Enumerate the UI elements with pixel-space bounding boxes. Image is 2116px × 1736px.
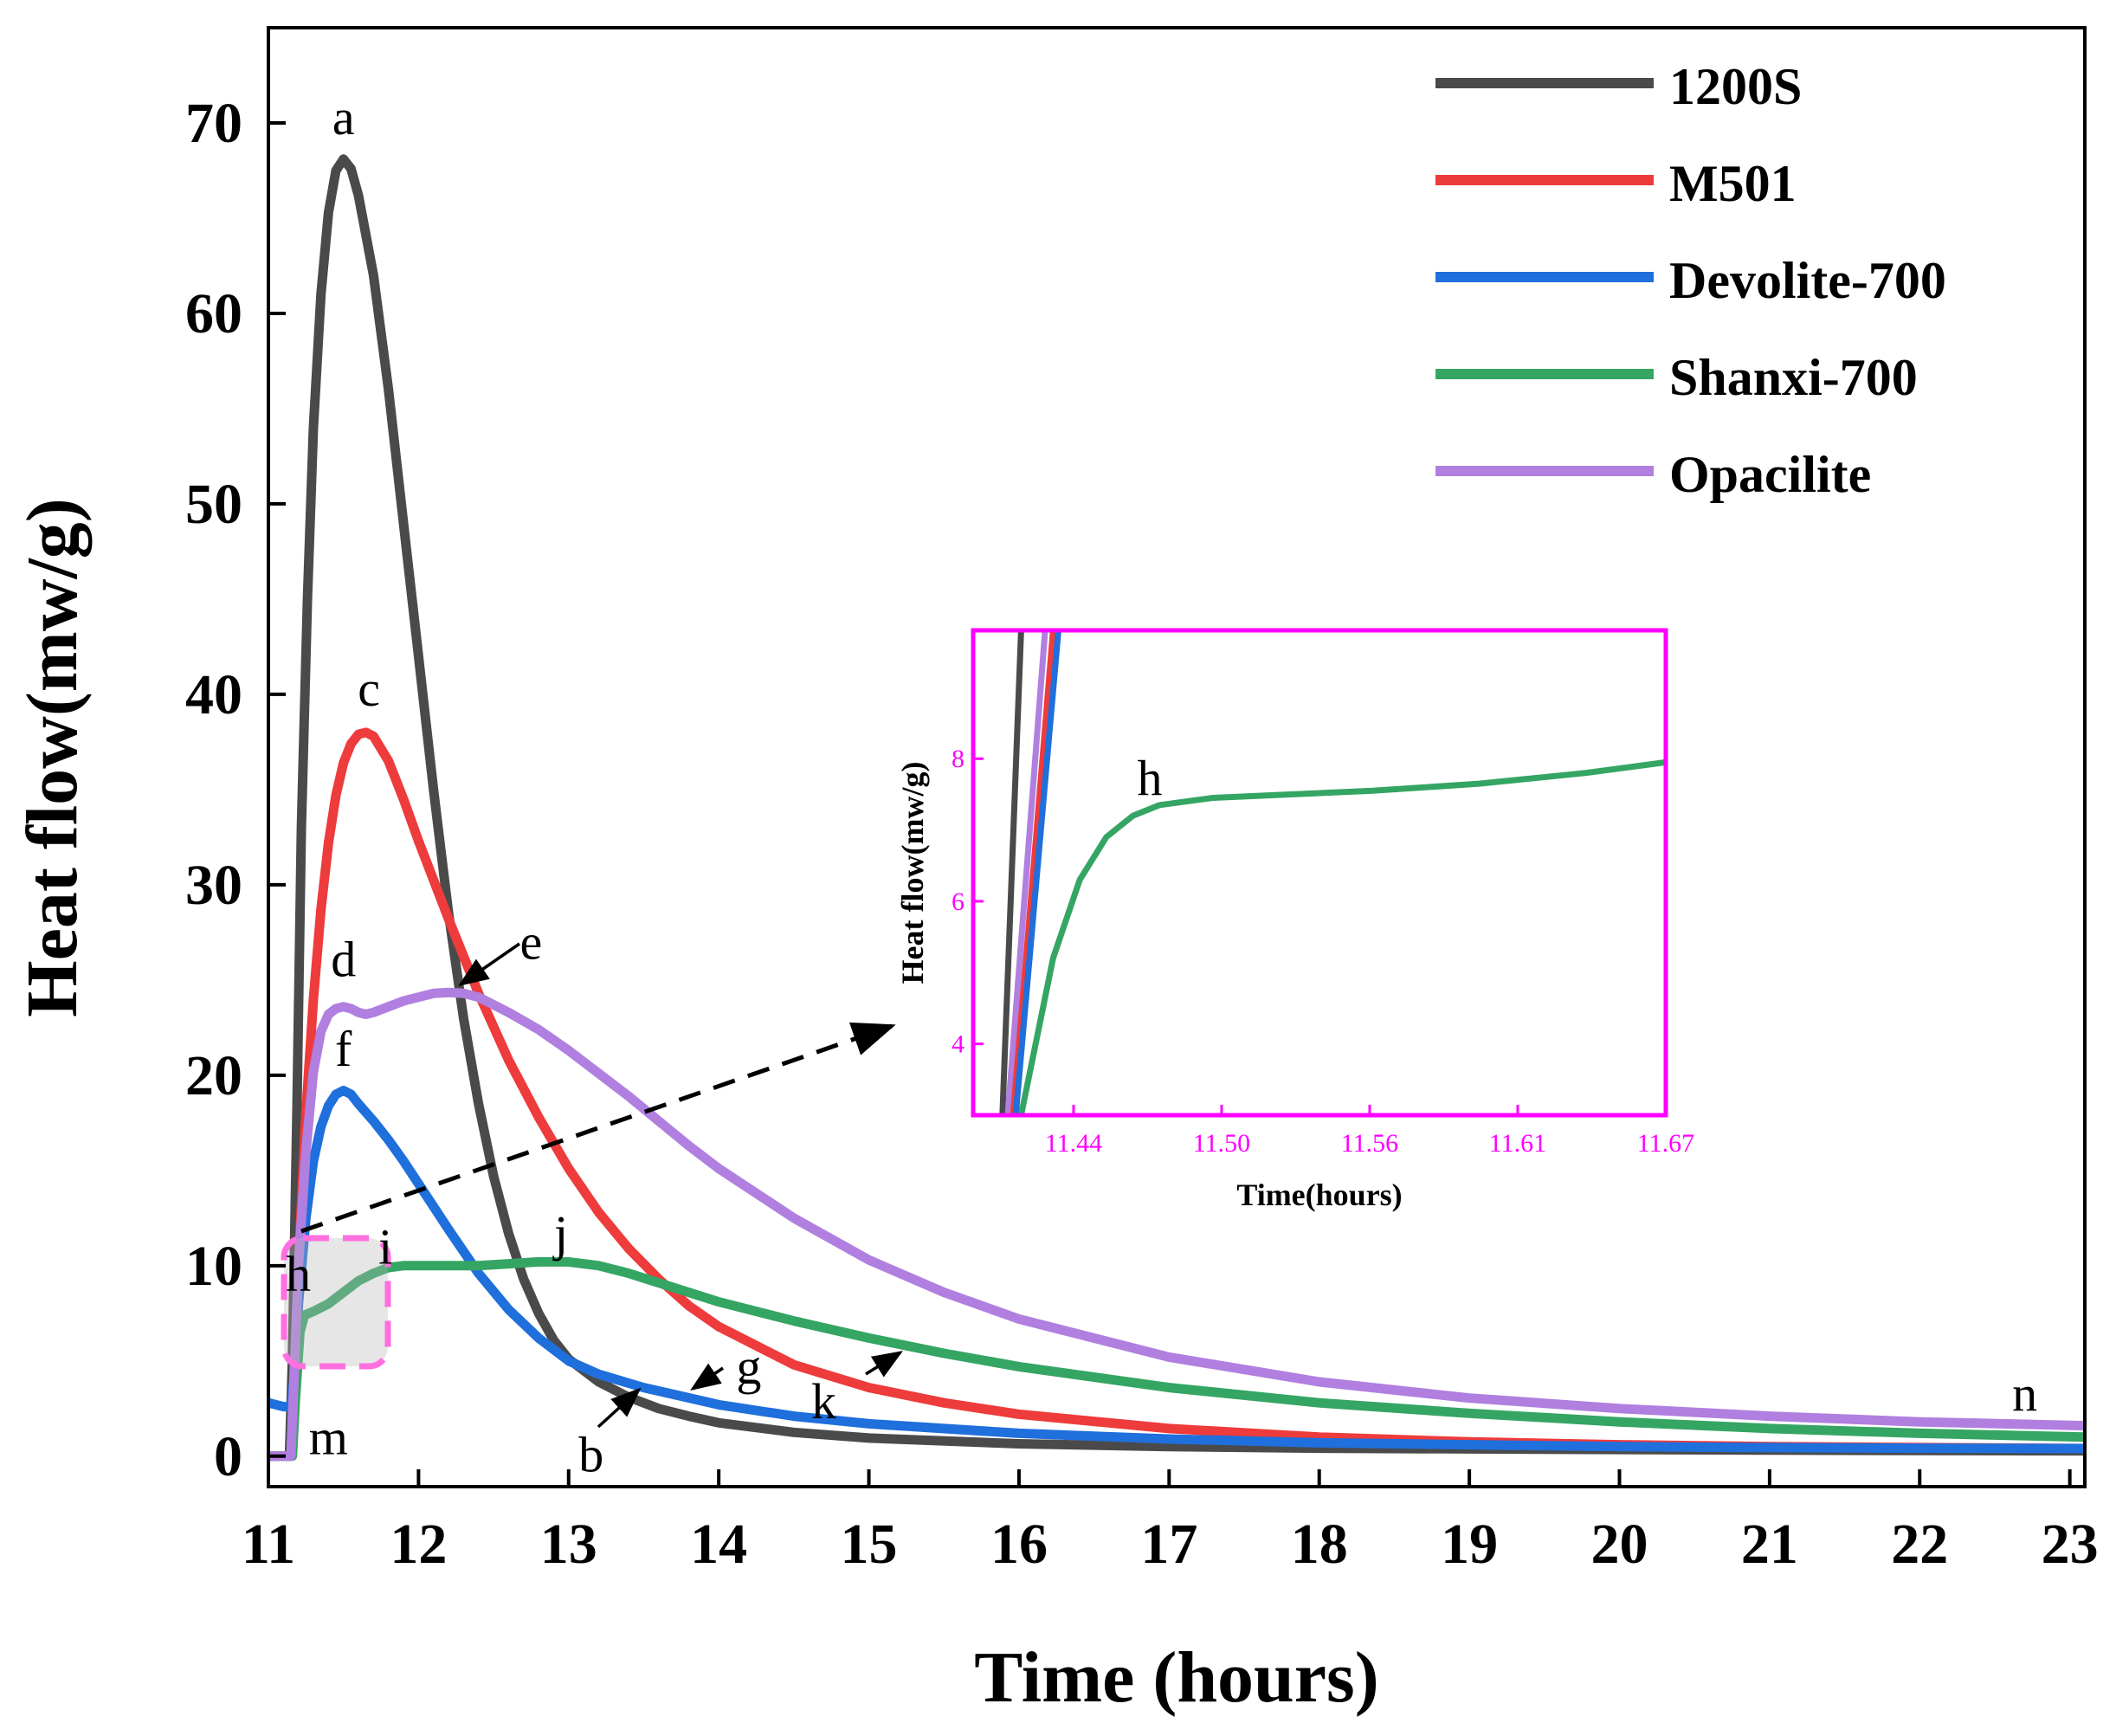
annotation-label-d: d: [331, 931, 356, 987]
inset-series-line-devolite-700: [1012, 630, 1061, 1115]
series-line-devolite-700: [268, 1086, 2085, 1454]
x-tick-label: 12: [390, 1513, 447, 1576]
x-tick-label: 20: [1590, 1513, 1648, 1576]
inset-x-tick-label: 11.50: [1193, 1129, 1250, 1158]
x-tick-label: 21: [1741, 1513, 1798, 1576]
x-tick-label: 15: [841, 1513, 898, 1576]
annotation-label-m: m: [309, 1410, 348, 1466]
series-line-opacilite: [268, 987, 2085, 1462]
y-axis-title: Heat flow(mw/g): [12, 498, 93, 1016]
inset-y-axis-title: Heat flow(mw/g): [895, 762, 930, 984]
legend-label-devolite-700: Devolite-700: [1669, 252, 1946, 309]
annotation-labels: a c e df h i j gk b m n: [286, 89, 2037, 1482]
legend: 1200S M501 Devolite-700 Shanxi-700 Opacilite: [1435, 58, 1946, 503]
y-tick-label: 70: [185, 92, 242, 155]
y-tick-label: 0: [214, 1425, 242, 1488]
y-axis: 0 10 20 30 40 50 60 70: [185, 92, 286, 1488]
annotation-arrow-e: [458, 942, 520, 986]
annotation-arrow-g: [690, 1363, 724, 1391]
x-axis-title: Time (hours): [974, 1637, 1378, 1718]
inset-annotation-h: h: [1138, 750, 1163, 806]
inset-y-tick-label: 4: [952, 1030, 964, 1059]
y-tick-label: 30: [185, 854, 242, 917]
inset-series-line-1200s: [999, 630, 1024, 1115]
inset-x-axis-title: Time(hours): [1236, 1178, 1402, 1212]
x-tick-label: 11: [242, 1513, 295, 1576]
annotation-label-n: n: [2012, 1365, 2037, 1422]
annotation-arrow-b: [597, 1387, 642, 1429]
x-tick-label: 22: [1891, 1513, 1948, 1576]
plot-frame: [267, 26, 2087, 1488]
x-tick-label: 13: [540, 1513, 597, 1576]
y-tick-label: 10: [185, 1235, 242, 1298]
inset-series-line-opacilite: [1004, 630, 1048, 1115]
inset-series-group: [999, 630, 1666, 1115]
inset-y-axis: 4 6 8: [952, 745, 984, 1059]
annotation-label-g: g: [736, 1339, 761, 1395]
inset-series-line-m501: [1010, 630, 1056, 1115]
legend-label-m501: M501: [1669, 155, 1797, 212]
annotation-arrow-k: [865, 1351, 903, 1378]
series-line-shanxi-700: [268, 1256, 2085, 1462]
inset-x-tick-label: 11.67: [1637, 1129, 1694, 1158]
x-tick-label: 19: [1441, 1513, 1498, 1576]
annotation-label-h: h: [286, 1245, 311, 1301]
annotation-label-i: i: [378, 1219, 392, 1275]
zoom-pointer-line: [300, 1022, 896, 1234]
zoom-region-box: [281, 1235, 391, 1370]
inset-frame: [971, 628, 1668, 1118]
legend-label-1200s: 1200S: [1669, 58, 1802, 115]
legend-label-opacilite: Opacilite: [1669, 446, 1871, 503]
annotation-label-j: j: [552, 1205, 568, 1262]
y-tick-label: 60: [185, 282, 242, 345]
main-series-group: [268, 154, 2085, 1462]
annotation-label-b: b: [578, 1426, 603, 1482]
legend-label-shanxi-700: Shanxi-700: [1669, 349, 1918, 406]
y-tick-label: 20: [185, 1044, 242, 1107]
inset-x-tick-label: 11.56: [1341, 1129, 1398, 1158]
annotation-label-c: c: [358, 661, 380, 717]
series-line-1200s: [268, 154, 2085, 1462]
inset-x-axis: 11.44 11.50 11.56 11.61 11.67: [1045, 1105, 1694, 1158]
annotation-label-e: e: [520, 914, 543, 971]
y-tick-label: 40: [185, 663, 242, 726]
x-tick-label: 23: [2042, 1513, 2099, 1576]
x-tick-label: 14: [690, 1513, 747, 1576]
x-tick-label: 18: [1291, 1513, 1348, 1576]
annotation-label-a: a: [332, 89, 355, 145]
annotation-label-k: k: [811, 1373, 836, 1429]
inset-x-tick-label: 11.44: [1045, 1129, 1102, 1158]
x-axis: 11 12 13 14 15 16 17 18 19 20 21 22 23: [242, 1469, 2099, 1576]
inset-chart: 11.44 11.50 11.56 11.61 11.67 4 6 8 Time(hours…: [895, 628, 1694, 1212]
x-tick-label: 17: [1140, 1513, 1197, 1576]
y-tick-label: 50: [185, 473, 242, 536]
x-tick-label: 16: [990, 1513, 1048, 1576]
inset-y-tick-label: 6: [952, 887, 964, 916]
inset-series-line-shanxi-700: [1017, 758, 1666, 1115]
inset-y-tick-label: 8: [952, 745, 964, 773]
annotation-label-f: f: [335, 1021, 352, 1077]
inset-x-tick-label: 11.61: [1489, 1129, 1546, 1158]
